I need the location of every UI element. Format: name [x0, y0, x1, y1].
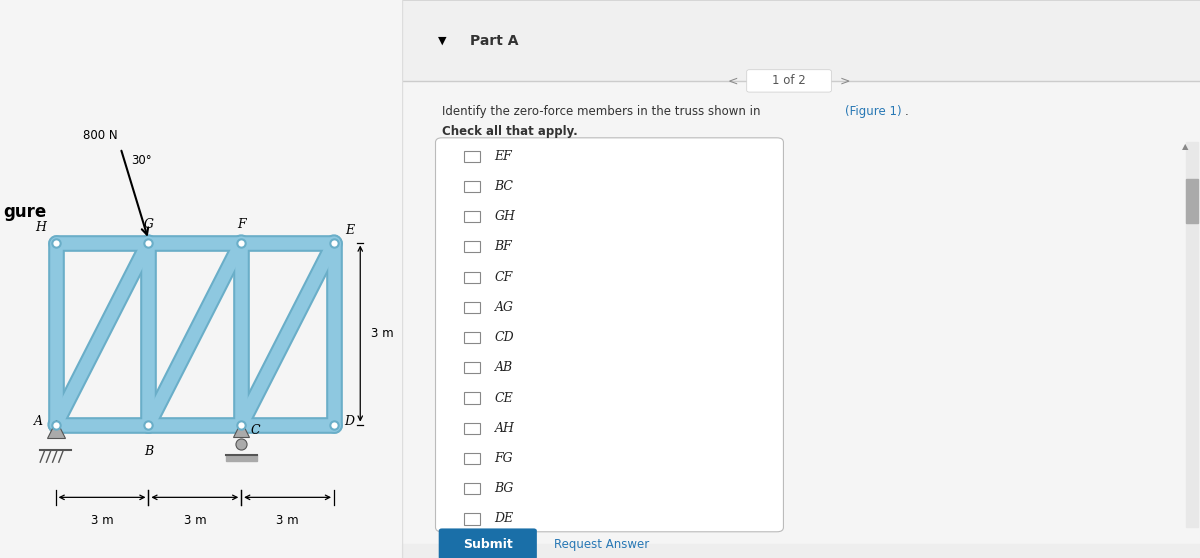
Text: B: B: [144, 445, 152, 458]
Text: <: <: [728, 74, 738, 88]
Bar: [1186, 142, 1198, 527]
Text: DE: DE: [494, 512, 514, 526]
Text: F: F: [236, 218, 246, 231]
Text: G: G: [144, 218, 154, 231]
Text: FG: FG: [494, 452, 514, 465]
Text: Part A: Part A: [470, 33, 518, 48]
Text: AH: AH: [494, 422, 515, 435]
FancyBboxPatch shape: [439, 528, 536, 558]
Text: C: C: [251, 424, 260, 437]
Text: >: >: [840, 74, 850, 88]
Text: Submit: Submit: [463, 537, 512, 551]
Text: .: .: [905, 105, 908, 118]
Bar: [402, 0, 1200, 81]
Text: ▲: ▲: [1182, 142, 1188, 151]
Text: Check all that apply.: Check all that apply.: [442, 124, 577, 138]
Bar: [464, 423, 480, 434]
Bar: [464, 332, 480, 343]
Text: 3 m: 3 m: [276, 514, 299, 527]
Bar: [464, 362, 480, 373]
Text: CE: CE: [494, 392, 514, 405]
Text: H: H: [35, 221, 46, 234]
Bar: [402, 544, 1200, 558]
Text: EF: EF: [494, 150, 512, 163]
Text: AB: AB: [494, 362, 512, 374]
FancyBboxPatch shape: [436, 138, 784, 532]
Text: 1 of 2: 1 of 2: [772, 74, 806, 88]
Text: 3 m: 3 m: [91, 514, 113, 527]
Bar: [1186, 179, 1198, 223]
Text: E: E: [344, 224, 354, 237]
Text: D: D: [344, 415, 354, 428]
Text: ▼: ▼: [438, 36, 446, 46]
Bar: [464, 392, 480, 403]
Bar: [464, 513, 480, 525]
Text: gure: gure: [4, 203, 47, 222]
Text: 3 m: 3 m: [184, 514, 206, 527]
Text: 30°: 30°: [132, 154, 152, 167]
Text: AG: AG: [494, 301, 514, 314]
Text: 800 N: 800 N: [83, 129, 118, 142]
Bar: [464, 453, 480, 464]
Bar: [464, 302, 480, 313]
Text: Request Answer: Request Answer: [553, 537, 649, 551]
Bar: [464, 181, 480, 192]
Text: Identify the zero-force members in the truss shown in: Identify the zero-force members in the t…: [442, 105, 764, 118]
Bar: [464, 483, 480, 494]
Text: CD: CD: [494, 331, 514, 344]
Text: 3 m: 3 m: [371, 327, 394, 340]
Text: CF: CF: [494, 271, 512, 283]
Bar: [464, 211, 480, 222]
Bar: [464, 151, 480, 162]
Text: GH: GH: [494, 210, 516, 223]
FancyBboxPatch shape: [746, 70, 832, 92]
Text: BC: BC: [494, 180, 514, 193]
Bar: [464, 241, 480, 252]
Text: (Figure 1): (Figure 1): [845, 105, 901, 118]
Text: BG: BG: [494, 482, 514, 495]
Bar: [226, 455, 257, 461]
Text: A: A: [34, 415, 43, 428]
Bar: [464, 272, 480, 283]
Text: BF: BF: [494, 240, 512, 253]
